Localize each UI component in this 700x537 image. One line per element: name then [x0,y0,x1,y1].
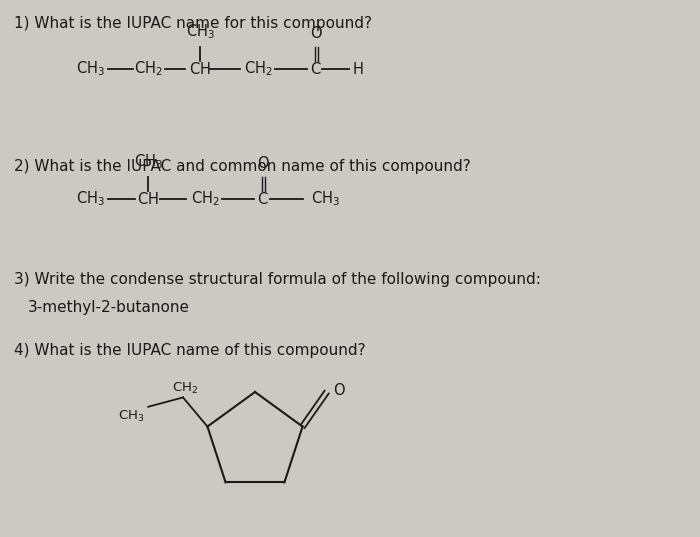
Text: 1) What is the IUPAC name for this compound?: 1) What is the IUPAC name for this compo… [14,16,372,31]
Text: $\mathregular{O}$: $\mathregular{O}$ [257,155,270,171]
Text: $\mathregular{CH_2}$: $\mathregular{CH_2}$ [172,381,198,396]
Text: $\mathregular{CH_2}$: $\mathregular{CH_2}$ [134,60,162,78]
Text: 2) What is the IUPAC and common name of this compound?: 2) What is the IUPAC and common name of … [14,159,470,174]
Text: $\mathregular{CH}$: $\mathregular{CH}$ [137,191,159,207]
Text: $\mathregular{CH_3}$: $\mathregular{CH_3}$ [76,60,104,78]
Text: $\mathregular{CH_3}$: $\mathregular{CH_3}$ [76,190,104,208]
Text: 3) Write the condense structural formula of the following compound:: 3) Write the condense structural formula… [14,272,541,287]
Text: $\mathregular{CH_2}$: $\mathregular{CH_2}$ [190,190,219,208]
Text: $\mathregular{CH_3}$: $\mathregular{CH_3}$ [186,23,214,41]
Text: $\mathregular{C}$: $\mathregular{C}$ [258,191,269,207]
Text: $\mathregular{CH_2}$: $\mathregular{CH_2}$ [244,60,272,78]
Text: $\mathregular{H}$: $\mathregular{H}$ [352,61,364,77]
Text: $\mathregular{CH_3}$: $\mathregular{CH_3}$ [311,190,340,208]
Text: 4) What is the IUPAC name of this compound?: 4) What is the IUPAC name of this compou… [14,343,365,358]
Text: $\mathregular{CH_3}$: $\mathregular{CH_3}$ [118,409,144,424]
Text: $\mathregular{C}$: $\mathregular{C}$ [310,61,322,77]
Text: 3-methyl-2-butanone: 3-methyl-2-butanone [28,300,190,315]
Text: $\mathregular{CH_3}$: $\mathregular{CH_3}$ [134,153,162,171]
Text: $\mathregular{O}$: $\mathregular{O}$ [309,25,323,41]
Text: $\mathregular{CH}$: $\mathregular{CH}$ [189,61,211,77]
Text: O: O [332,383,344,397]
